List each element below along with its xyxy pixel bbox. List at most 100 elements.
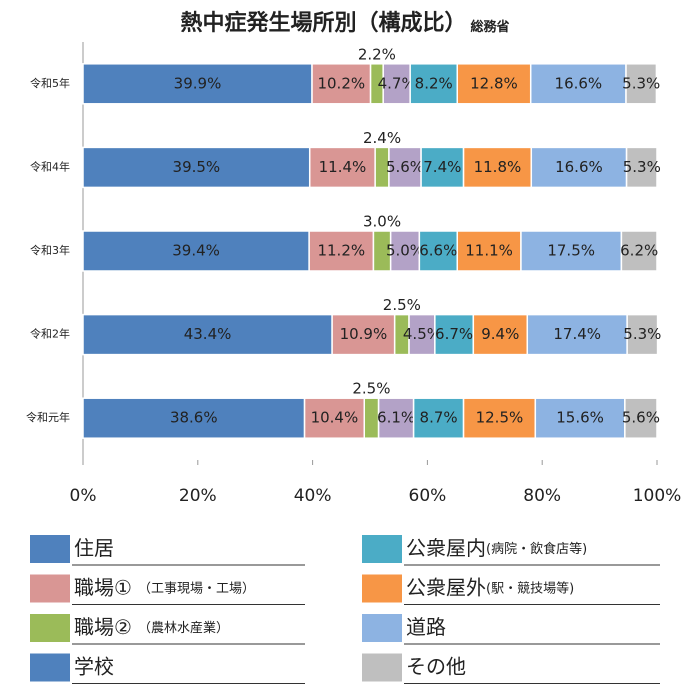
x-tick-label: 0% [70, 486, 97, 506]
bar-segment [534, 397, 626, 439]
legend-detail: （工事現場・工場） [138, 581, 255, 596]
bar-segment [626, 313, 659, 356]
x-tick-label: 60% [409, 486, 447, 506]
data-label: 12.8% [470, 74, 518, 92]
data-label: 15.6% [556, 409, 604, 427]
bar-segment [82, 230, 310, 272]
bar-segment [625, 146, 658, 189]
data-label: 4.5% [403, 325, 441, 343]
data-label: 6.1% [377, 409, 415, 427]
data-label: 39.4% [172, 242, 220, 260]
legend-entry: 職場② （農林水産業） [74, 615, 229, 639]
bar-segment [412, 397, 465, 439]
legend-detail: (駅・競技場等) [486, 580, 574, 596]
data-label: 8.2% [415, 74, 453, 92]
bar-segment [388, 146, 422, 189]
data-label: 3.0% [363, 213, 401, 231]
legend-name: 学校 [74, 654, 114, 678]
bar-segment [620, 230, 658, 272]
data-label: 7.4% [423, 158, 461, 176]
legend-swatch [30, 614, 70, 642]
y-tick-label: 令和3年 [30, 243, 70, 257]
legend-swatch [30, 535, 70, 563]
x-tick-label: 100% [633, 486, 682, 506]
legend-entry: 住居 [74, 536, 114, 560]
data-label: 5.3% [623, 158, 661, 176]
legend-name: その他 [406, 654, 466, 678]
data-label: 11.1% [465, 242, 513, 260]
bar-segment [624, 397, 658, 439]
legend-swatch [362, 574, 402, 603]
legend-entry: 道路 [406, 615, 446, 639]
legend-name: 職場② [74, 615, 132, 639]
data-label: 39.9% [174, 74, 222, 92]
data-label: 2.4% [363, 129, 401, 147]
data-label: 5.3% [623, 325, 661, 343]
data-label: 2.5% [383, 296, 421, 314]
data-label: 10.4% [311, 409, 359, 427]
bar-segment [308, 146, 376, 189]
data-label: 5.3% [622, 74, 660, 92]
data-label: 43.4% [184, 325, 232, 343]
bar-segment [420, 146, 465, 189]
legend-swatch [362, 614, 402, 642]
data-label: 17.4% [553, 325, 601, 343]
legend-name: 道路 [406, 615, 446, 639]
bar-segment [625, 63, 658, 105]
legend-entry: その他 [406, 654, 466, 678]
bar-segment [82, 397, 306, 439]
title: 熱中症発生場所別（構成比） [180, 10, 466, 36]
data-label: 12.5% [476, 409, 524, 427]
bar-segment [529, 63, 627, 105]
data-label: 5.0% [386, 242, 424, 260]
data-label: 11.2% [317, 242, 365, 260]
data-label: 5.6% [386, 158, 424, 176]
data-label: 11.8% [474, 158, 522, 176]
legend-entry: 学校 [74, 654, 114, 678]
legend-entry: 公衆屋外(駅・競技場等) [406, 575, 574, 599]
bar-segment [520, 230, 623, 272]
bar-segment [408, 313, 436, 356]
bar-segment [409, 63, 458, 105]
bar-segment [382, 63, 411, 105]
legend-swatch [362, 653, 402, 682]
data-label: 11.4% [319, 158, 367, 176]
bar-segment [472, 313, 529, 356]
x-tick-label: 40% [294, 486, 332, 506]
data-label: 10.9% [340, 325, 388, 343]
legend-entry: 公衆屋内(病院・飲食店等) [406, 536, 587, 560]
data-label: 38.6% [170, 409, 218, 427]
legend-entry: 職場① （工事現場・工場） [74, 575, 255, 599]
data-label: 6.2% [620, 242, 658, 260]
data-label: 8.7% [420, 409, 458, 427]
data-label: 6.7% [435, 325, 473, 343]
legend-name: 職場① [74, 575, 132, 599]
legend-swatch [30, 653, 70, 682]
bar-segment [418, 230, 458, 272]
data-label: 5.6% [622, 409, 660, 427]
data-label: 10.2% [317, 74, 365, 92]
subtitle: 総務省 [471, 19, 510, 35]
data-label: 4.7% [378, 74, 416, 92]
legend-detail: (病院・飲食店等) [486, 541, 587, 557]
data-label: 17.5% [547, 242, 595, 260]
data-label: 16.6% [555, 74, 603, 92]
bar-segment [82, 313, 333, 356]
data-label: 9.4% [481, 325, 519, 343]
legend-name: 住居 [74, 536, 114, 560]
bar-segment [456, 230, 522, 272]
data-label: 2.2% [358, 45, 396, 63]
data-label: 6.6% [419, 242, 457, 260]
data-label: 2.5% [352, 380, 390, 398]
legend-name: 公衆屋外 [406, 575, 486, 599]
bar-segment [311, 63, 372, 105]
data-label: 39.5% [173, 158, 221, 176]
y-tick-label: 令和元年 [26, 410, 70, 424]
x-tick-label: 80% [523, 486, 561, 506]
bar-segment [82, 63, 313, 105]
bar-segment [82, 146, 311, 189]
y-tick-label: 令和4年 [30, 159, 70, 173]
bar-segment [308, 230, 375, 272]
